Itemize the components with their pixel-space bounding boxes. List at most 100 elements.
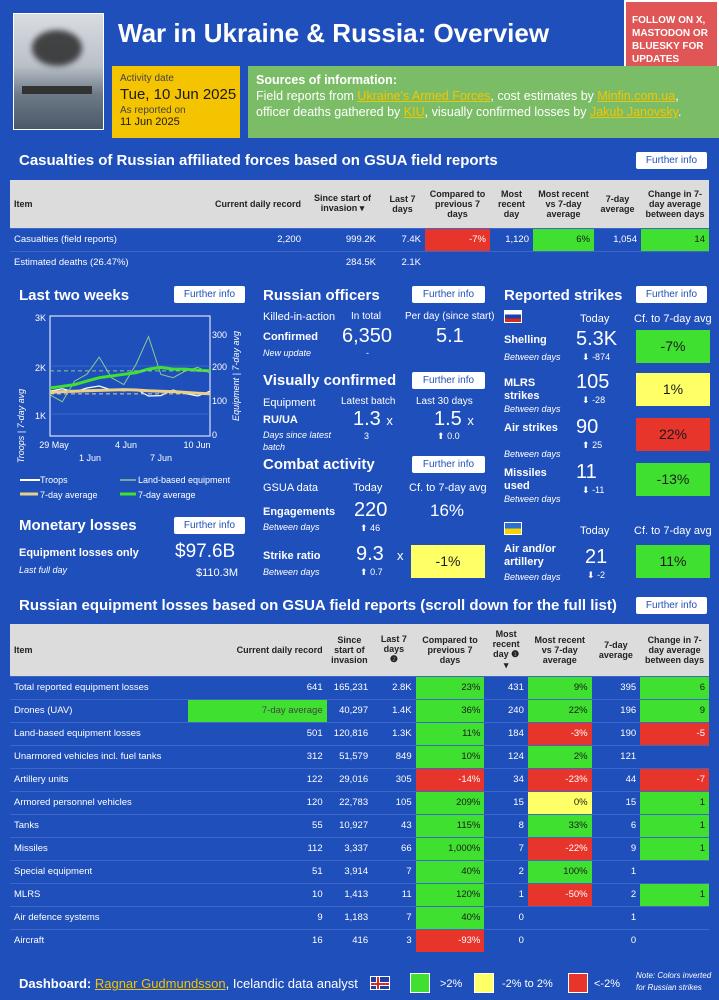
arrow-down-icon: ⬇ [587, 570, 595, 580]
cell-recent: 431 [484, 675, 528, 699]
ua-strike-value: 21 [585, 546, 608, 568]
cell-recent: 1 [484, 882, 528, 906]
ua-strike-cf: 11% [636, 545, 710, 578]
engagements-value: 220 [354, 499, 388, 521]
y-left-tick: 2K [35, 363, 46, 373]
cell-compared: -93% [415, 928, 485, 952]
strike-item-label: MLRS strikes [504, 377, 540, 402]
combat-title: Combat activity [263, 456, 375, 473]
follow-badge[interactable]: FOLLOW ON X, MASTODON OR BLUESKY FOR UPD… [624, 0, 719, 75]
cell-change: 1 [640, 813, 709, 837]
two-weeks-further-info-button[interactable]: Further info [174, 286, 245, 303]
cell-recent-vs-avg: 100% [527, 859, 592, 883]
table-row[interactable]: Air defence systems 9 1,183 7 40% 0 1 [10, 905, 709, 929]
cell-change [640, 859, 709, 883]
engagements-sub: Between days [263, 522, 320, 532]
cell-avg: 44 [591, 767, 641, 791]
strike-item-cf: 1% [636, 373, 710, 406]
cell-compared: 1,000% [415, 836, 485, 860]
cell-compared: 11% [415, 721, 485, 745]
col-last7[interactable]: Last 7 days ❷ [372, 624, 416, 676]
cell-compared: 120% [415, 882, 485, 906]
cell-avg: 1 [591, 859, 641, 883]
table-row[interactable]: Land-based equipment losses 501 120,816 1.3… [10, 721, 709, 745]
legend-yellow-swatch [474, 973, 494, 993]
col-since[interactable]: Since start of invasion ▾ [305, 180, 380, 228]
strikes-title: Reported strikes [504, 287, 623, 304]
cell-last7: 66 [372, 836, 416, 860]
col-item: Item [10, 624, 191, 676]
cell-last7: 849 [372, 744, 416, 768]
cell-record: 10 [190, 882, 327, 906]
cell-record: 501 [190, 721, 327, 745]
table-row[interactable]: Armored personnel vehicles 120 22,783 105 20… [10, 790, 709, 814]
table-row[interactable]: MLRS 10 1,413 11 120% 1 -50% 2 1 [10, 882, 709, 906]
y-right-label: Equipment | 7-day avg [231, 331, 241, 421]
cell-change [640, 905, 709, 929]
col-compared: Compared to previous 7 days [425, 180, 490, 228]
y-right-tick: 200 [212, 362, 227, 372]
cell-item: Aircraft [10, 928, 191, 952]
link-minfin[interactable]: Minfin.com.ua [597, 89, 676, 103]
col-recent[interactable]: Most recent day ❶ ▾ [484, 624, 528, 676]
cell-recent-vs-avg: 9% [527, 675, 592, 699]
table-row[interactable]: Tanks 55 10,927 43 115% 8 33% 6 1 [10, 813, 709, 837]
cell-since: 40,297 [326, 698, 373, 722]
equipment-title: Russian equipment losses based on GSUA f… [19, 597, 617, 614]
strikes-further-info-button[interactable]: Further info [636, 286, 707, 303]
author-link[interactable]: Ragnar Gudmundsson [94, 976, 226, 991]
new-update-value: - [366, 348, 369, 358]
troops-avg-line [49, 388, 211, 396]
table-row[interactable]: Special equipment 51 3,914 7 40% 2 100% 1 [10, 859, 709, 883]
cell-avg: 1 [591, 905, 641, 929]
cell-last7: 43 [372, 813, 416, 837]
table-row[interactable]: Artillery units 122 29,016 305 -14% 34 -23% 44-… [10, 767, 709, 791]
monetary-further-info-button[interactable]: Further info [174, 517, 245, 534]
cell-item: Artillery units [10, 767, 191, 791]
cell-record: 112 [190, 836, 327, 860]
officers-further-info-button[interactable]: Further info [412, 286, 485, 303]
strikes-cf-label: Cf. to 7-day avg [634, 313, 712, 325]
cell-recent: 8 [484, 813, 528, 837]
ratio-label: RU/UA [263, 414, 298, 426]
table-row[interactable]: Total reported equipment losses 641 165,23… [10, 675, 709, 699]
plot-area [49, 315, 211, 437]
reported-label: As reported on [120, 105, 186, 116]
link-kiu[interactable]: KIU [403, 105, 425, 119]
cell-recent: 15 [484, 790, 528, 814]
strike-item-label: Air strikes [504, 422, 558, 434]
visually-further-info-button[interactable]: Further info [412, 372, 485, 389]
sources-box: Sources of information: Field reports fr… [248, 66, 719, 138]
combat-further-info-button[interactable]: Further info [412, 456, 485, 473]
col-change: Change in 7-day average between days [641, 180, 709, 228]
cell-recent-vs-avg: -22% [527, 836, 592, 860]
cell-recent-vs-avg: -23% [527, 767, 592, 791]
table-row[interactable]: Unarmored vehicles incl. fuel tanks 312 51… [10, 744, 709, 768]
cell-record: 312 [190, 744, 327, 768]
cell-last7: 2.8K [372, 675, 416, 699]
strike-ratio-change: ⬆ 0.7 [360, 567, 383, 577]
cell-recent-vs-avg: -3% [527, 721, 592, 745]
link-janovsky[interactable]: Jakub Janovsky [589, 105, 678, 119]
cell-change: 1 [640, 882, 709, 906]
cell-change [640, 744, 709, 768]
cell-last7: 305 [372, 767, 416, 791]
strike-item-change: ⬇ -11 [582, 485, 605, 495]
header-photo [13, 13, 104, 130]
strike-item-change: ⬇ -28 [582, 395, 606, 405]
info-icon[interactable]: ❷ [389, 654, 398, 665]
cell-avg: 196 [591, 698, 641, 722]
latest-value: 1.3 x [353, 408, 393, 430]
equipment-further-info-button[interactable]: Further info [636, 597, 707, 614]
strike-item-label: Missiles used [504, 467, 547, 492]
table-row[interactable]: Aircraft 16 416 3 -93% 0 0 [10, 928, 709, 952]
info-icon[interactable]: ❶ [511, 648, 520, 659]
casualties-further-info-button[interactable]: Further info [636, 152, 707, 169]
table-row[interactable]: Missiles 112 3,337 66 1,000% 7 -22% 9 1 [10, 836, 709, 860]
cell-item: Special equipment [10, 859, 191, 883]
strike-item-value: 5.3K [576, 328, 618, 350]
total-label: In total [351, 311, 382, 322]
cell-recent: 2 [484, 859, 528, 883]
link-armed-forces[interactable]: Ukraine's Armed Forces [357, 89, 491, 103]
table-row[interactable]: Drones (UAV) 7-day average 40,297 1.4K 36% 24… [10, 698, 709, 722]
